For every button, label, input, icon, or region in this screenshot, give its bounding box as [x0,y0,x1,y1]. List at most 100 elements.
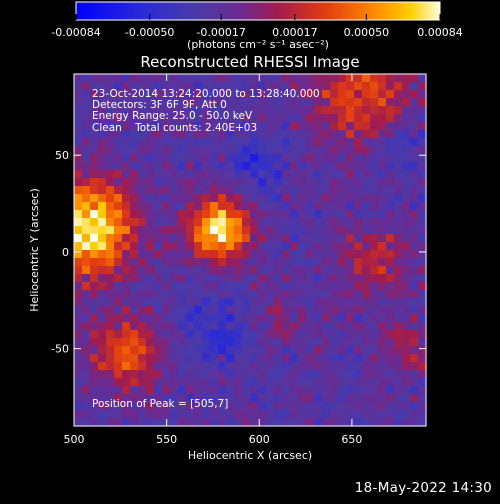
heatmap-cell [354,146,363,155]
colorbar-tick-label: 0.00050 [344,26,390,39]
heatmap-cell [82,378,91,387]
heatmap-cell [354,386,363,395]
heatmap-cell [170,122,179,131]
heatmap-cell [266,138,275,147]
heatmap-cell [338,314,347,323]
heatmap-cell [114,210,123,219]
heatmap-cell [306,114,315,123]
heatmap-cell [322,378,331,387]
heatmap-cell [74,394,83,403]
heatmap-cell [354,314,363,323]
heatmap-cell [122,290,131,299]
heatmap-cell [242,282,251,291]
heatmap-cell [282,138,291,147]
annotation-method-counts: Clean Total counts: 2.40E+03 [92,122,257,134]
heatmap-cell [130,98,139,107]
heatmap-cell [354,90,363,99]
heatmap-cell [98,250,107,259]
heatmap-cell [242,298,251,307]
heatmap-cell [130,346,139,355]
heatmap-cell [314,410,323,419]
heatmap-cell [194,378,203,387]
heatmap-cell [306,146,315,155]
heatmap-cell [138,82,147,91]
heatmap-cell [74,226,83,235]
heatmap-cell [162,194,171,203]
heatmap-cell [346,402,355,411]
heatmap-cell [138,362,147,371]
heatmap-cell [330,210,339,219]
heatmap-cell [178,306,187,315]
heatmap-cell [202,354,211,363]
heatmap-cell [234,122,243,131]
heatmap-cell [138,106,147,115]
heatmap-cell [146,90,155,99]
heatmap-cell [186,178,195,187]
heatmap-cell [82,386,91,395]
heatmap-cell [338,106,347,115]
heatmap-cell [282,234,291,243]
heatmap-cell [170,346,179,355]
heatmap-cell [170,242,179,251]
heatmap-cell [178,266,187,275]
heatmap-cell [90,266,99,275]
heatmap-cell [418,266,427,275]
heatmap-cell [234,130,243,139]
heatmap-cell [242,258,251,267]
heatmap-cell [370,378,379,387]
heatmap-cell [354,242,363,251]
heatmap-cell [306,202,315,211]
heatmap-cell [106,226,115,235]
heatmap-cell [258,330,267,339]
heatmap-cell [218,170,227,179]
heatmap-cell [106,330,115,339]
heatmap-cell [186,258,195,267]
heatmap-cell [114,266,123,275]
heatmap-cell [242,410,251,419]
heatmap-cell [250,314,259,323]
heatmap-cell [370,290,379,299]
heatmap-cell [410,362,419,371]
heatmap-cell [274,354,283,363]
heatmap-cell [282,386,291,395]
heatmap-cell [114,402,123,411]
heatmap-cell [154,290,163,299]
heatmap-cell [178,354,187,363]
heatmap-cell [194,338,203,347]
heatmap-cell [154,98,163,107]
heatmap-cell [306,194,315,203]
heatmap-cell [242,138,251,147]
heatmap-cell [162,346,171,355]
heatmap-cell [266,170,275,179]
heatmap-cell [122,370,131,379]
heatmap-cell [90,130,99,139]
heatmap-cell [202,130,211,139]
heatmap-cell [298,218,307,227]
heatmap-cell [170,234,179,243]
heatmap-cell [122,378,131,387]
heatmap-cell [90,314,99,323]
heatmap-cell [394,146,403,155]
heatmap-cell [378,410,387,419]
colorbar-tick-label: -0.00050 [125,26,174,39]
heatmap-cell [290,274,299,283]
heatmap-cell [410,314,419,323]
heatmap-cell [322,146,331,155]
heatmap-cell [402,354,411,363]
heatmap-cell [178,402,187,411]
heatmap-cell [266,266,275,275]
heatmap-cell [354,98,363,107]
heatmap-cell [130,362,139,371]
heatmap-cell [202,346,211,355]
heatmap-cell [114,314,123,323]
heatmap-cell [106,146,115,155]
heatmap-cell [146,378,155,387]
heatmap-cell [330,378,339,387]
heatmap-cell [250,298,259,307]
heatmap-cell [114,418,123,427]
heatmap-cell [378,202,387,211]
heatmap-cell [146,242,155,251]
heatmap-cell [394,226,403,235]
heatmap-cell [74,146,83,155]
heatmap-cell [298,194,307,203]
